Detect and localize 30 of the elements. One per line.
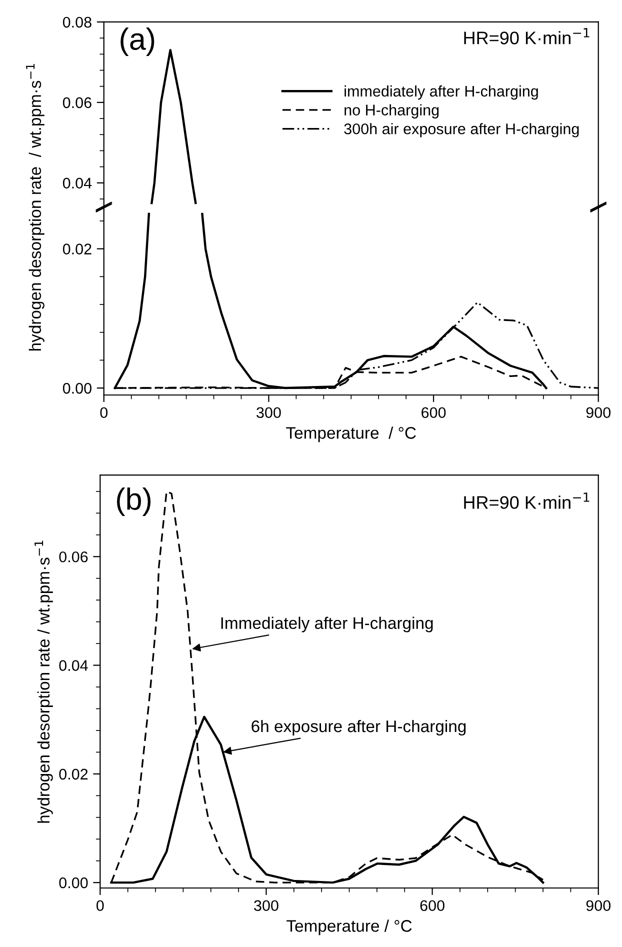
y-axis-title: hydrogen desorption rate / wt.ppm·s$^{−1}$ [34,540,53,823]
annotation: Immediately after H-charging [221,616,433,632]
x-tick-label: 0 [96,900,104,912]
y-tick-label: 0.08 [62,16,92,28]
y-tick-label: 0.02 [62,244,92,254]
x-tick-label: 0 [100,407,108,418]
annotation: HR=90 K·min$^{−1}$ [464,28,590,44]
y-tick-label: 0.06 [62,97,92,108]
y-tick-label: 0.04 [59,660,88,671]
x-axis-title: Temperature / °C [286,920,412,936]
legend-label: 300h air exposure after H-charging [344,123,579,138]
y-tick-label: 0.02 [59,768,88,780]
x-tick-label: 600 [420,900,444,912]
y-tick-label: 0.00 [59,877,88,888]
x-tick-label: 300 [256,407,281,418]
x-tick-label: 900 [586,407,611,418]
x-tick-label: 600 [422,407,446,418]
annotation: HR=90 K·min$^{−1}$ [464,492,590,509]
y-tick-label: 0.04 [62,178,92,189]
y-tick-label: 0.00 [62,382,92,394]
legend-label: no H-charging [344,104,439,118]
x-axis-title: Temperature / °C [286,426,416,442]
legend-label: immediately after H-charging [344,85,538,100]
annotation: 6h exposure after H-charging [252,720,466,736]
x-tick-label: 300 [254,900,278,912]
x-tick-label: 900 [586,900,611,912]
y-tick-label: 0.06 [59,551,88,562]
annotation: (a) [120,28,154,56]
y-axis-title: hydrogen desorption rate / wt.ppm·s$^{−1}$ [26,64,44,351]
annotation: (b) [116,487,151,516]
